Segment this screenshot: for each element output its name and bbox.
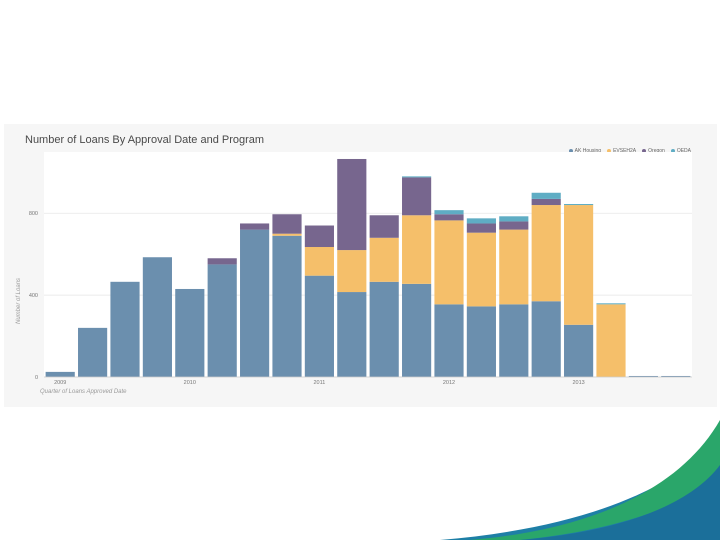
bar-oeda-11	[402, 176, 432, 178]
bar-oregon-8	[304, 225, 334, 248]
legend-item: AK Housing	[568, 148, 602, 154]
bar-oregon-10	[369, 215, 399, 238]
legend-label: Oregon	[648, 148, 665, 154]
bar-oregon-14	[499, 221, 529, 230]
bar-evseh2a-17	[596, 304, 626, 377]
bar-evseh2a-11	[402, 215, 432, 284]
legend-item: OEDA	[670, 148, 691, 154]
bar-ak-housing-4	[175, 288, 205, 377]
legend: AK Housing EVSEH2A Oregon OEDA	[568, 148, 691, 154]
bar-evseh2a-12	[434, 220, 464, 305]
bar-oregon-12	[434, 214, 464, 221]
bar-ak-housing-14	[499, 304, 529, 377]
bar-ak-housing-18	[628, 375, 658, 377]
plot-area	[44, 152, 692, 377]
legend-label: AK Housing	[574, 148, 602, 154]
bar-oregon-9	[337, 158, 367, 251]
bar-evseh2a-9	[337, 250, 367, 293]
bar-oregon-11	[402, 177, 432, 216]
bar-oregon-6	[240, 223, 270, 230]
bar-ak-housing-13	[466, 306, 496, 377]
bar-evseh2a-10	[369, 237, 399, 282]
x-tick-label: 2011	[313, 380, 325, 386]
bar-oeda-13	[466, 218, 496, 224]
y-axis-title: Number of Loans	[16, 277, 22, 324]
bar-ak-housing-2	[110, 281, 140, 377]
x-tick-label: 2012	[443, 380, 455, 386]
bar-oeda-14	[499, 216, 529, 222]
bar-ak-housing-1	[78, 327, 108, 377]
bar-ak-housing-16	[564, 324, 594, 377]
bar-ak-housing-3	[142, 257, 172, 377]
y-tick-label: 400	[29, 293, 38, 299]
bar-oregon-5	[207, 258, 237, 265]
bar-ak-housing-0	[45, 371, 75, 377]
bar-ak-housing-7	[272, 235, 302, 377]
bar-oeda-17	[596, 303, 626, 305]
x-tick-label: 2013	[572, 380, 584, 386]
chart-panel: Number of Loans By Approval Date and Pro…	[4, 124, 717, 407]
legend-swatch	[642, 149, 647, 153]
y-tick-label: 800	[29, 211, 38, 217]
bar-evseh2a-8	[304, 247, 334, 276]
bar-evseh2a-13	[466, 232, 496, 307]
bar-ak-housing-6	[240, 229, 270, 377]
bar-ak-housing-5	[207, 264, 237, 377]
bar-ak-housing-19	[661, 375, 691, 377]
bar-chart-plot: 0 400 800 2009 2010 2011 2012 2013	[29, 152, 692, 386]
bar-evseh2a-7	[272, 233, 302, 236]
legend-item: EVSEH2A	[607, 148, 636, 154]
bar-ak-housing-9	[337, 292, 367, 377]
bar-oeda-15	[531, 192, 561, 199]
legend-swatch	[607, 149, 612, 153]
bar-oeda-12	[434, 210, 464, 215]
bar-oeda-16	[564, 204, 594, 206]
x-axis-title: Quarter of Loans Approved Date	[40, 389, 127, 395]
bar-evseh2a-15	[531, 205, 561, 302]
bar-ak-housing-12	[434, 304, 464, 377]
legend-swatch	[568, 149, 573, 153]
y-tick-label: 0	[35, 375, 38, 381]
bar-evseh2a-16	[564, 205, 594, 325]
bar-ak-housing-11	[402, 283, 432, 377]
bar-ak-housing-15	[531, 301, 561, 377]
bar-oregon-13	[466, 223, 496, 233]
legend-swatch	[670, 149, 675, 153]
legend-label: EVSEH2A	[613, 148, 637, 154]
x-tick-label: 2010	[184, 380, 196, 386]
legend-item: Oregon	[642, 148, 665, 154]
x-tick-label: 2009	[54, 380, 66, 386]
bar-evseh2a-14	[499, 229, 529, 305]
bar-ak-housing-10	[369, 281, 399, 377]
legend-label: OEDA	[676, 148, 691, 154]
chart-title: Number of Loans By Approval Date and Pro…	[25, 134, 265, 146]
bar-oregon-15	[531, 198, 561, 206]
bar-ak-housing-8	[304, 275, 334, 377]
bar-oregon-7	[272, 214, 302, 234]
